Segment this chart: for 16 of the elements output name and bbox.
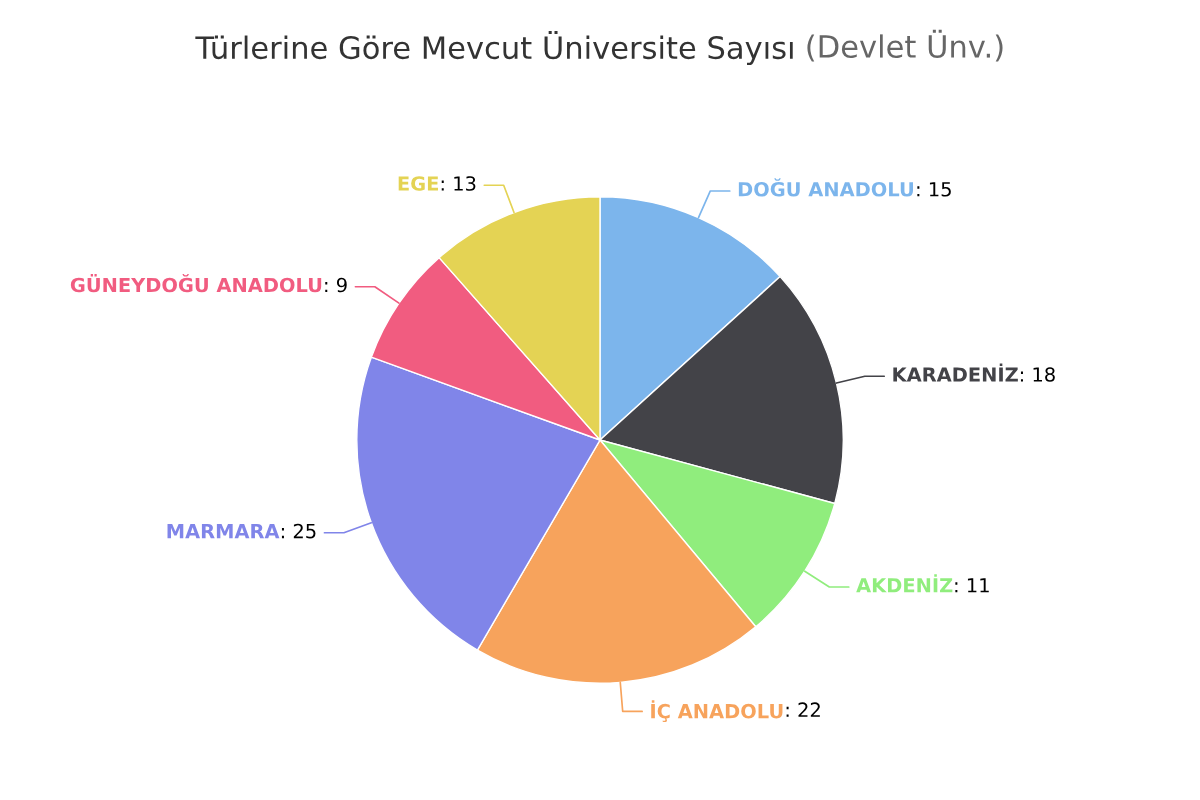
data-label: : 22	[786, 702, 820, 717]
data-label: : 15	[917, 182, 951, 197]
chart-subtitle: (Devlet Ünv.)	[807, 29, 1003, 62]
slice-label: AKDENİZ	[856, 574, 953, 593]
slice-label: MARMARA	[167, 523, 280, 539]
slice-label: İÇ ANADOLU	[651, 700, 783, 723]
slice-label: KARADENİZ	[893, 363, 1018, 382]
data-label: : 11	[955, 578, 989, 593]
slice-label: GÜNEYDOĞU ANADOLU	[70, 274, 322, 293]
slice-label: EGE	[398, 176, 439, 191]
data-label: : 13	[441, 176, 476, 191]
slice-label: DOĞU ANADOLU	[738, 178, 913, 197]
data-label: : 18	[1020, 367, 1055, 382]
data-label: : 25	[281, 523, 316, 539]
chart-title: Türlerine Göre Mevcut Üniversite Sayısı	[195, 30, 793, 66]
data-label: : 9	[325, 277, 347, 293]
